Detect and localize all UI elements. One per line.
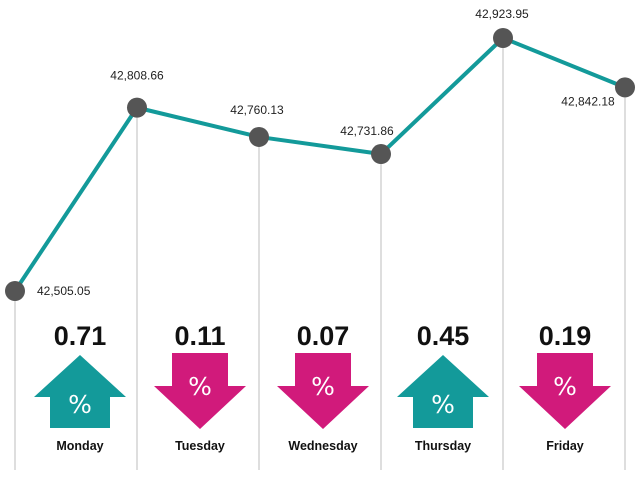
day-label: Thursday (415, 439, 471, 453)
down-arrow-icon (277, 353, 369, 429)
daily-change-friday: 0.19% Friday (519, 321, 611, 453)
percent-sign: % (188, 372, 212, 401)
percent-sign: % (311, 372, 335, 401)
data-point-label: 42,808.66 (110, 69, 164, 83)
data-point-marker (371, 144, 391, 165)
percent-change-value: 0.11 (174, 321, 225, 351)
daily-changes: 0.71% Monday 0.11% Tuesday 0.07% Wednesday 0.4… (34, 321, 611, 453)
daily-change-thursday: 0.45% Thursday (397, 321, 489, 453)
day-label: Wednesday (288, 439, 357, 453)
day-label: Tuesday (175, 439, 225, 453)
daily-change-wednesday: 0.07% Wednesday (277, 321, 369, 453)
data-point-label: 42,731.86 (340, 124, 394, 138)
percent-change-value: 0.45 (417, 321, 470, 351)
data-point-marker (249, 126, 269, 147)
day-label: Friday (546, 439, 584, 453)
data-point-marker (5, 281, 25, 301)
markers (5, 28, 635, 301)
data-point-label: 42,923.95 (475, 7, 529, 21)
data-point-label: 42,842.18 (561, 94, 615, 108)
value-labels: 42,505.05 42,808.66 42,760.13 42,731.86 42,9… (37, 7, 615, 298)
data-point-label: 42,505.05 (37, 284, 91, 298)
series-line (13, 36, 627, 293)
day-label: Monday (56, 439, 103, 453)
gridlines (14, 38, 626, 470)
daily-change-monday: 0.71% Monday (34, 321, 126, 453)
data-point-marker (615, 77, 635, 98)
data-point-marker (493, 28, 513, 48)
percent-sign: % (431, 390, 455, 419)
data-point-marker (127, 97, 147, 118)
down-arrow-icon (154, 353, 246, 429)
down-arrow-icon (519, 353, 611, 429)
percent-change-value: 0.71 (54, 321, 107, 351)
percent-sign: % (553, 372, 577, 401)
daily-change-tuesday: 0.11% Tuesday (154, 321, 246, 453)
percent-change-value: 0.19 (539, 321, 592, 351)
up-arrow-icon (397, 355, 489, 428)
percent-change-value: 0.07 (297, 321, 350, 351)
up-arrow-icon (34, 355, 126, 428)
series-line-path (13, 36, 627, 293)
percent-sign: % (68, 390, 92, 419)
data-point-label: 42,760.13 (230, 103, 284, 117)
